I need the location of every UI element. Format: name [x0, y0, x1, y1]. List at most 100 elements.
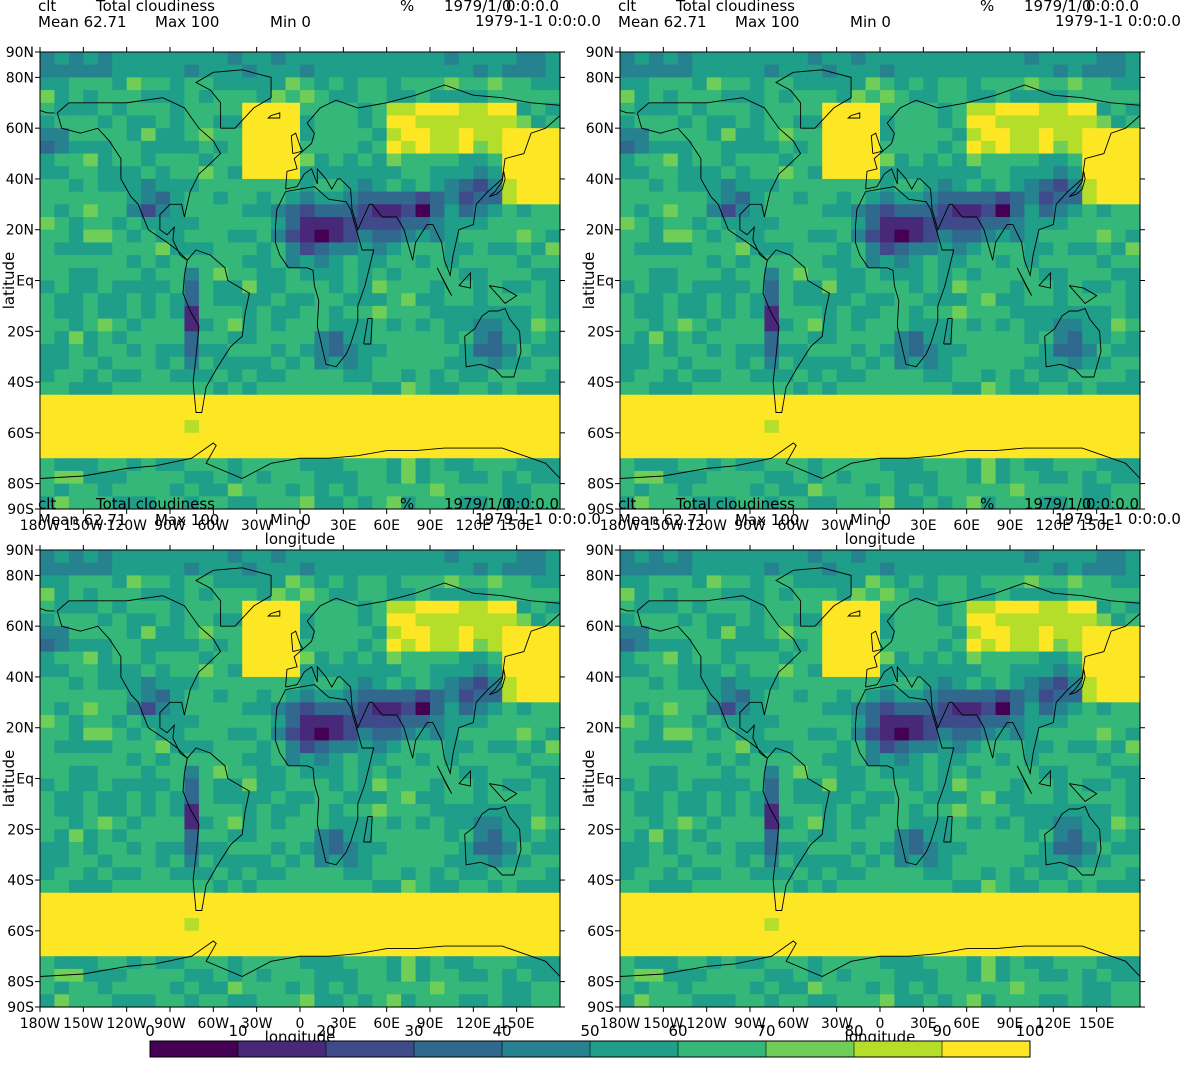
heatmap-cell	[141, 64, 157, 78]
heatmap-cell	[502, 166, 518, 180]
heatmap-cell	[937, 77, 953, 91]
heatmap-cell	[836, 318, 852, 332]
heatmap-cell	[894, 562, 910, 576]
heatmap-cell	[487, 791, 503, 805]
heatmap-cell	[648, 64, 664, 78]
heatmap-cell	[1038, 664, 1054, 678]
heatmap-cell	[256, 77, 272, 91]
heatmap-cell	[1096, 600, 1112, 615]
heatmap-cell	[473, 305, 489, 320]
heatmap-cell	[357, 52, 373, 66]
heatmap-cell	[981, 318, 997, 332]
heatmap-cell	[822, 613, 838, 627]
heatmap-cell	[444, 550, 460, 564]
heatmap-cell	[634, 52, 650, 66]
heatmap-cell	[155, 305, 171, 320]
heatmap-cell	[822, 600, 838, 615]
heatmap-cell	[545, 651, 561, 665]
heatmap-cell	[444, 854, 460, 868]
heatmap-cell	[822, 356, 838, 370]
heatmap-cell	[415, 880, 431, 894]
heatmap-cell	[242, 816, 258, 830]
heatmap-cell	[793, 778, 809, 792]
heatmap-cell	[793, 128, 809, 142]
heatmap-cell	[620, 496, 636, 510]
heatmap-cell	[285, 356, 301, 370]
heatmap-cell	[97, 496, 113, 510]
heatmap-cell	[545, 356, 561, 370]
heatmap-cell	[487, 829, 503, 843]
heatmap-cell	[807, 588, 823, 602]
heatmap-cell	[430, 496, 446, 510]
heatmap-cell	[314, 918, 330, 932]
heatmap-cell	[285, 575, 301, 589]
heatmap-cell	[648, 613, 664, 627]
heatmap-cell	[155, 880, 171, 894]
heatmap-cell	[227, 64, 243, 78]
heatmap-cell	[372, 140, 388, 155]
heatmap-cell	[952, 753, 968, 767]
heatmap-cell	[923, 382, 939, 396]
heatmap-cell	[966, 128, 982, 142]
coastline	[39, 442, 561, 479]
heatmap-cell	[213, 778, 229, 792]
heatmap-cell	[502, 600, 518, 615]
heatmap-cell	[648, 715, 664, 729]
heatmap-cell	[1067, 600, 1083, 615]
heatmap-cell	[692, 280, 708, 294]
heatmap-cell	[735, 753, 751, 767]
heatmap-cell	[1038, 432, 1054, 447]
heatmap-cell	[1010, 267, 1026, 282]
heatmap-cell	[141, 267, 157, 282]
heatmap-cell	[865, 52, 881, 66]
heatmap-cell	[1125, 458, 1141, 472]
heatmap-cell	[112, 816, 128, 830]
heatmap-cell	[1038, 483, 1054, 497]
heatmap-cell	[822, 255, 838, 269]
heatmap-cell	[68, 803, 84, 818]
heatmap-cell	[97, 562, 113, 576]
heatmap-cells	[620, 52, 1141, 510]
heatmap-cell	[1038, 305, 1054, 320]
heatmap-cell	[487, 267, 503, 282]
heatmap-cell	[386, 930, 402, 945]
heatmap-cell	[328, 166, 344, 180]
heatmap-cell	[880, 394, 896, 409]
heatmap-cell	[242, 664, 258, 678]
heatmap-cell	[242, 651, 258, 665]
heatmap-cell	[343, 562, 359, 576]
heatmap-cell	[706, 664, 722, 678]
heatmap-cell	[634, 588, 650, 602]
heatmap-cell	[865, 803, 881, 818]
heatmap-cell	[764, 765, 780, 780]
heatmap-cell	[620, 140, 636, 155]
heatmap-cell	[778, 178, 794, 193]
heatmap-cell	[68, 420, 84, 434]
heatmap-cell	[894, 664, 910, 678]
heatmap-cell	[677, 550, 693, 564]
heatmap-cell	[778, 651, 794, 665]
heatmap-cell	[401, 918, 417, 932]
heatmap-cell	[750, 331, 766, 345]
heatmap-cell	[851, 588, 867, 602]
max-stat: Max 100	[155, 511, 219, 529]
heatmap-cell	[1038, 102, 1054, 117]
heatmap-cell	[692, 458, 708, 472]
heatmap-cell	[894, 626, 910, 640]
heatmap-cell	[516, 867, 532, 881]
heatmap-cell	[1082, 166, 1098, 180]
heatmap-cell	[634, 407, 650, 421]
heatmap-cell	[97, 305, 113, 320]
heatmap-cell	[68, 905, 84, 919]
heatmap-cell	[112, 803, 128, 818]
heatmap-cell	[112, 102, 128, 117]
heatmap-cell	[1053, 128, 1069, 142]
heatmap-cell	[952, 715, 968, 729]
coastline	[285, 582, 561, 776]
heatmap-cell	[1024, 52, 1040, 66]
heatmap-cell	[54, 727, 70, 742]
heatmap-cell	[1125, 394, 1141, 409]
heatmap-cell	[300, 331, 316, 345]
heatmap-cell	[995, 676, 1011, 691]
